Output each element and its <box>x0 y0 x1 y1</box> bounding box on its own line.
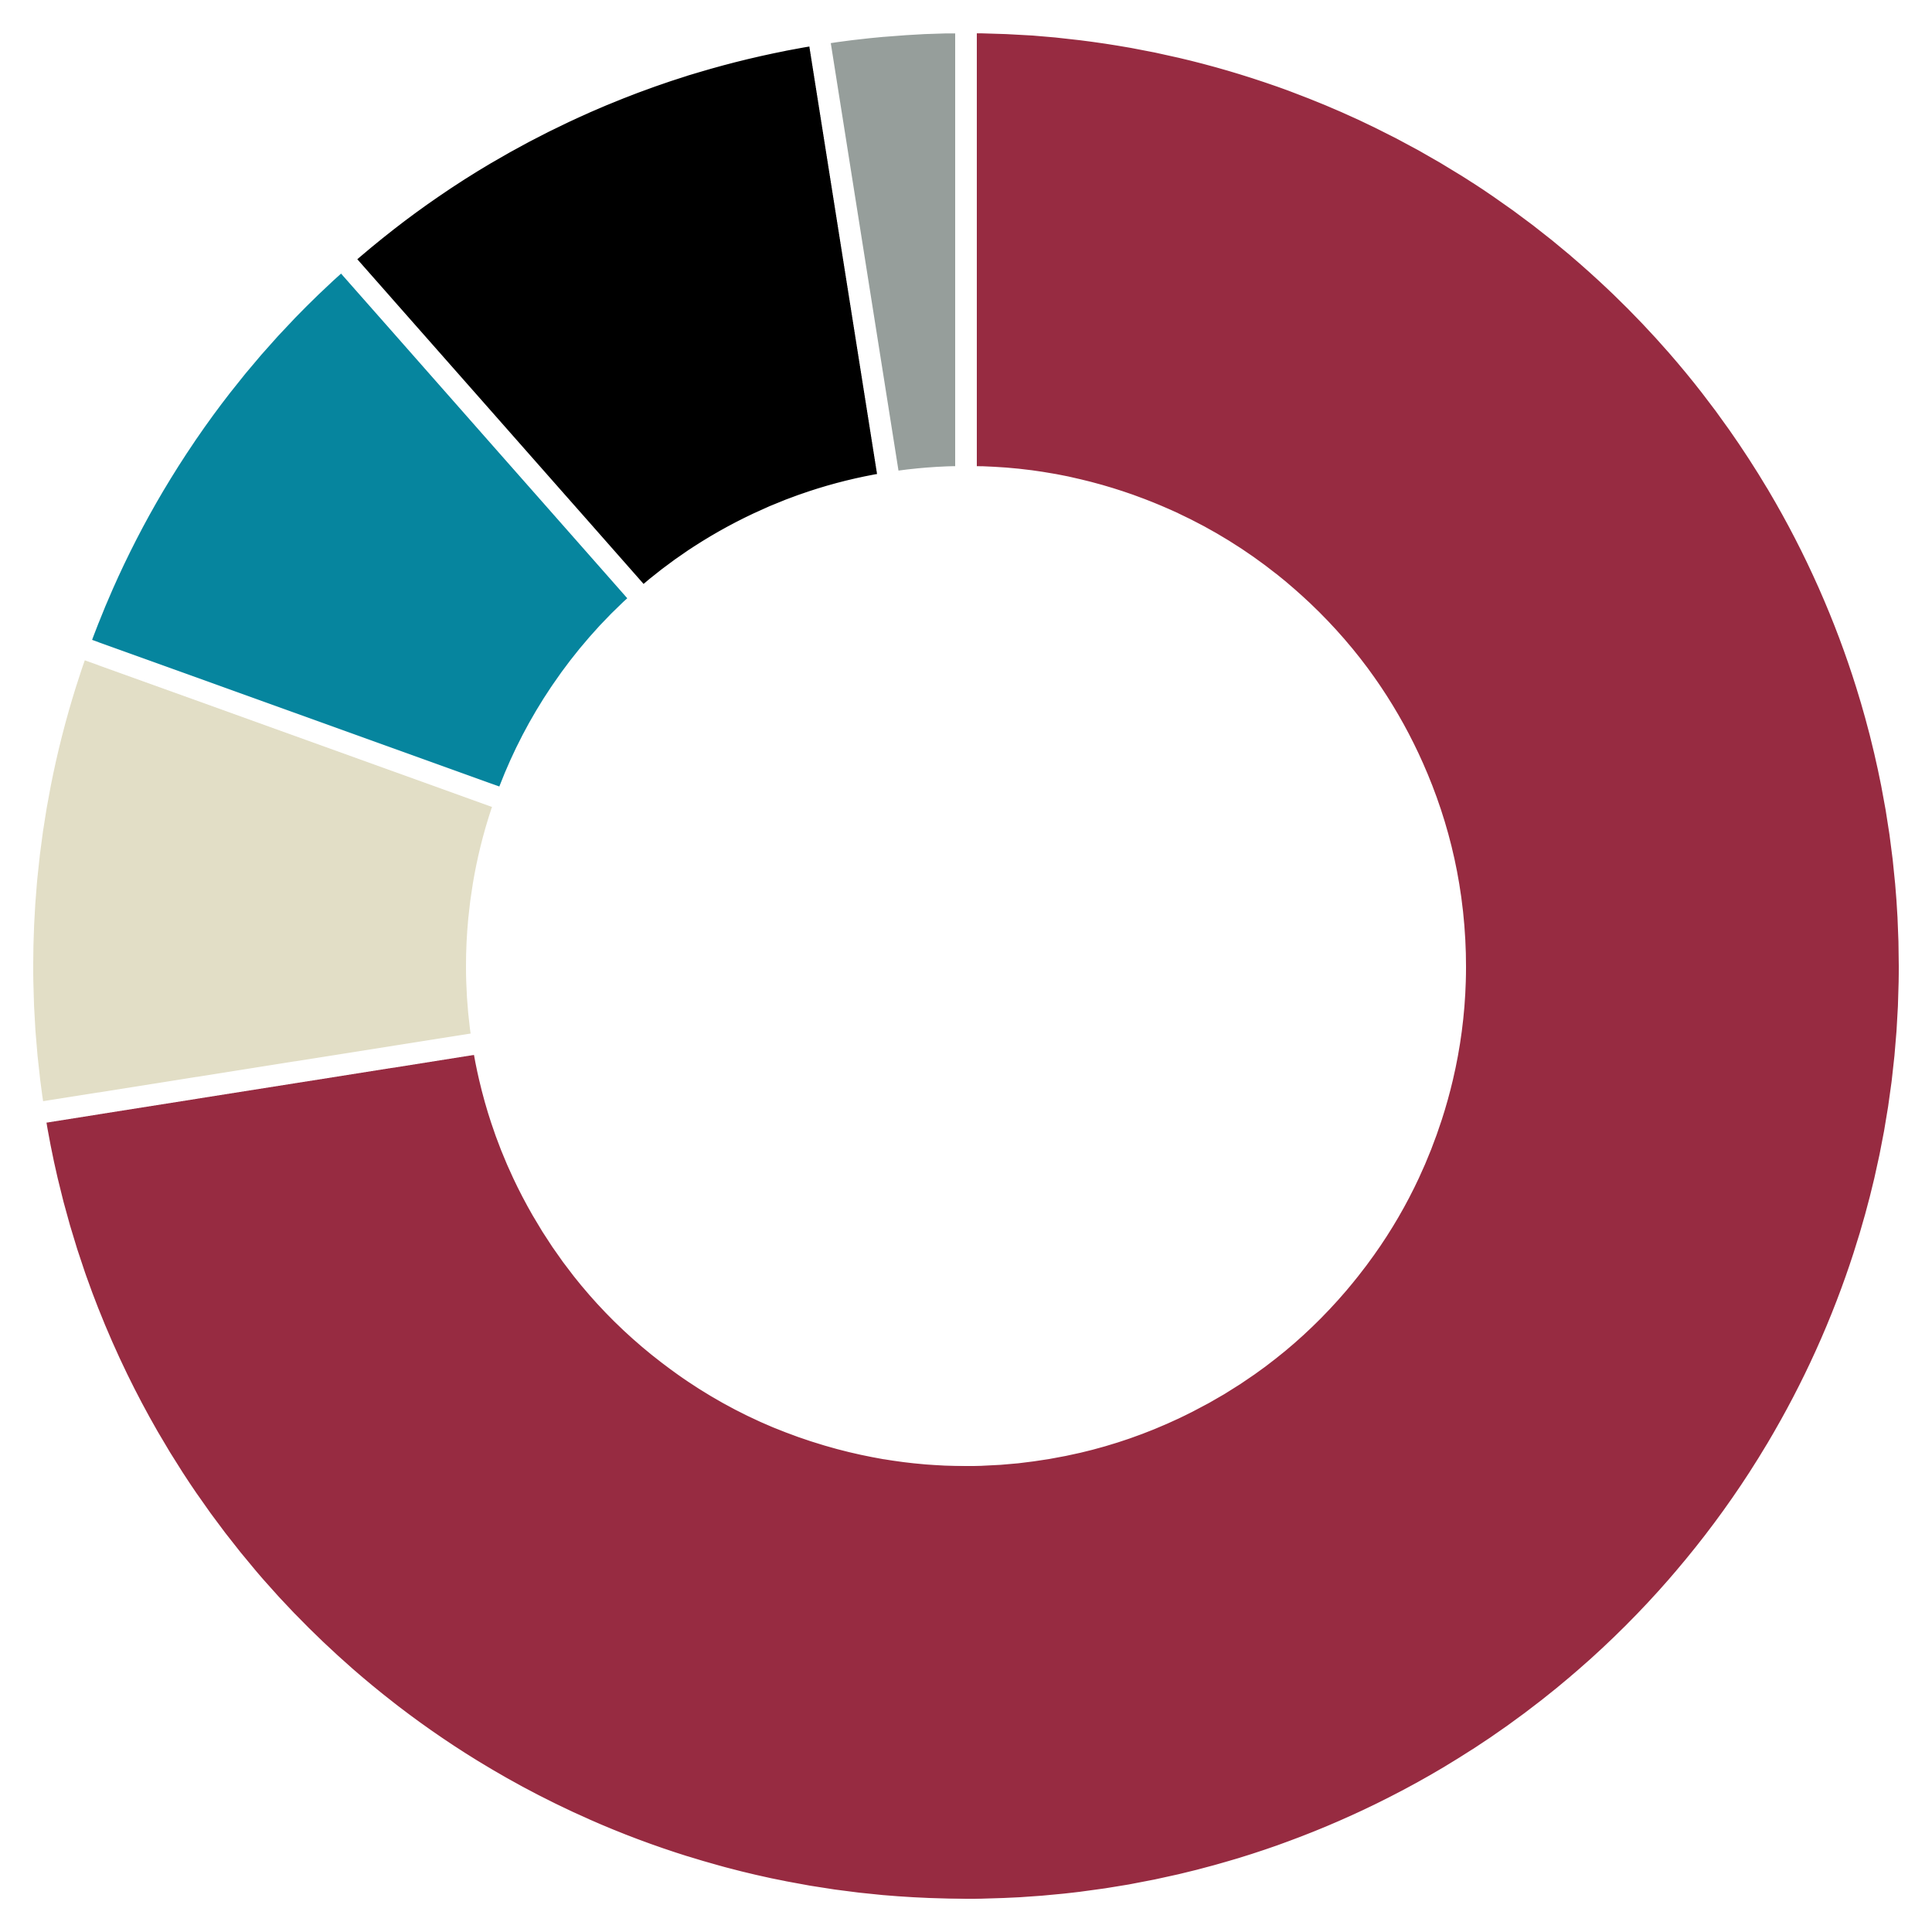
donut-slices <box>12 11 1920 1920</box>
donut-slice-1 <box>21 11 1920 1920</box>
donut-slice-5 <box>805 11 977 495</box>
donut-slice-3 <box>64 243 658 815</box>
donut-slice-4 <box>326 22 902 614</box>
